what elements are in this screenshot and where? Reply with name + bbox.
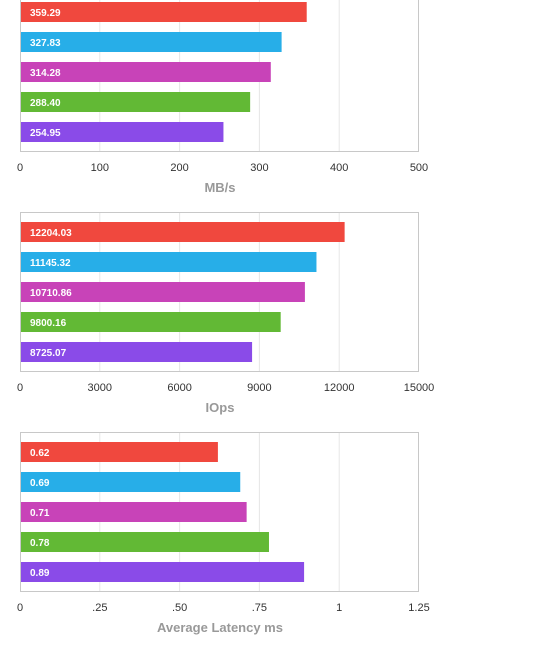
- x-tick-label: 0: [17, 162, 23, 174]
- x-axis-title: MB/s: [204, 180, 235, 195]
- bar-value-label: 8725.07: [30, 348, 67, 359]
- x-tick-label: 400: [330, 162, 348, 174]
- bar-value-label: 0.71: [30, 508, 50, 519]
- bar[interactable]: [21, 472, 241, 492]
- x-tick-label: 9000: [247, 382, 271, 394]
- bar-value-label: 0.78: [30, 538, 50, 549]
- bar-value-label: 359.29: [30, 8, 61, 19]
- bar[interactable]: [21, 2, 307, 22]
- bar-value-label: 12204.03: [30, 228, 72, 239]
- bar[interactable]: [21, 122, 224, 142]
- bar-value-label: 0.62: [30, 448, 50, 459]
- x-tick-label: 0: [17, 602, 23, 614]
- x-tick-label: 200: [170, 162, 188, 174]
- bar[interactable]: [21, 222, 345, 242]
- x-tick-label: 1: [336, 602, 342, 614]
- x-axis-title: Average Latency ms: [157, 620, 283, 635]
- bar[interactable]: [21, 502, 247, 522]
- bar[interactable]: [21, 532, 269, 552]
- bar-value-label: 254.95: [30, 128, 61, 139]
- x-tick-label: .50: [172, 602, 187, 614]
- x-tick-label: 100: [91, 162, 109, 174]
- bar[interactable]: [21, 312, 281, 332]
- bar[interactable]: [21, 442, 218, 462]
- bar[interactable]: [21, 32, 282, 52]
- x-axis-title: IOps: [206, 400, 235, 415]
- bar-value-label: 0.69: [30, 478, 50, 489]
- x-tick-label: 15000: [404, 382, 435, 394]
- x-tick-label: .25: [92, 602, 107, 614]
- bar[interactable]: [21, 562, 305, 582]
- bar-value-label: 327.83: [30, 38, 61, 49]
- bar-value-label: 314.28: [30, 68, 61, 79]
- bar-value-label: 11145.32: [30, 258, 71, 269]
- plot-frame: [20, 0, 419, 152]
- bar-value-label: 10710.86: [30, 288, 72, 299]
- bar[interactable]: [21, 62, 271, 82]
- x-tick-label: 500: [410, 162, 428, 174]
- bar-value-label: 9800.16: [30, 318, 67, 329]
- x-tick-label: 0: [17, 382, 23, 394]
- x-tick-label: 300: [250, 162, 268, 174]
- plot-frame: [20, 432, 419, 592]
- x-tick-label: 6000: [167, 382, 191, 394]
- x-tick-label: 12000: [324, 382, 355, 394]
- bar[interactable]: [21, 92, 251, 112]
- bar[interactable]: [21, 342, 253, 362]
- x-tick-label: 1.25: [408, 602, 429, 614]
- bar[interactable]: [21, 282, 305, 302]
- bar-value-label: 0.89: [30, 568, 50, 579]
- x-tick-label: 3000: [88, 382, 112, 394]
- x-tick-label: .75: [252, 602, 267, 614]
- bar[interactable]: [21, 252, 317, 272]
- plot-frame: [20, 212, 419, 372]
- bar-value-label: 288.40: [30, 98, 61, 109]
